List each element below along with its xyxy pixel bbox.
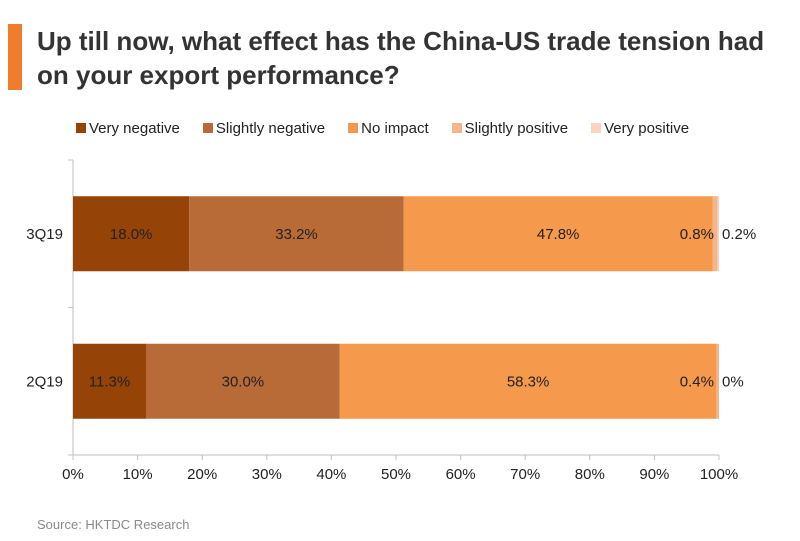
x-tick-label-8: 80% <box>575 466 605 483</box>
bar-2Q19-2 <box>339 343 717 419</box>
bar-3Q19-4 <box>717 196 719 272</box>
legend-label-3: Slightly positive <box>464 119 569 137</box>
legend-label-2: No impact <box>361 119 429 137</box>
x-tick-label-6: 60% <box>446 466 476 483</box>
legend-swatch-4 <box>591 123 602 133</box>
legend-item-2: No impact <box>348 120 429 137</box>
legend-item-1: Slightly negative <box>202 119 326 137</box>
x-tick-label-10: 100% <box>700 466 738 483</box>
x-tick-label-9: 90% <box>639 466 669 483</box>
bar-3Q19-3 <box>712 196 718 272</box>
data-label-3Q19-1: 33.2% <box>275 226 318 243</box>
legend-item-3: Slightly positive <box>451 119 569 137</box>
data-label-2Q19-0: 11.3% <box>89 373 130 390</box>
title-accent-bar <box>8 24 22 90</box>
legend-swatch-2 <box>348 123 359 133</box>
x-tick-label-7: 70% <box>510 466 540 483</box>
data-label-2Q19-4: 0% <box>722 373 744 390</box>
bar-3Q19-0 <box>73 196 190 272</box>
bar-3Q19-1 <box>189 196 404 272</box>
legend-label-1: Slightly negative <box>215 119 326 137</box>
legend-item-4: Very positive <box>591 120 689 137</box>
data-label-3Q19-3: 0.8% <box>680 226 714 243</box>
y-tick-label-0: 3Q19 <box>26 226 63 243</box>
data-label-2Q19-2: 58.3% <box>507 373 550 390</box>
data-label-2Q19-3: 0.4% <box>680 373 714 390</box>
x-tick-label-0: 0% <box>62 466 84 483</box>
legend-label-4: Very positive <box>604 119 690 137</box>
bar-2Q19-3 <box>716 343 719 419</box>
legend-swatch-1 <box>202 123 213 133</box>
x-tick-label-4: 40% <box>316 466 346 483</box>
data-label-3Q19-2: 47.8% <box>537 226 580 243</box>
bar-2Q19-0 <box>73 343 146 419</box>
data-label-3Q19-4: 0.2% <box>722 226 756 243</box>
data-label-3Q19-0: 18.0% <box>110 226 153 243</box>
bar-3Q19-2 <box>403 196 713 272</box>
y-tick-label-1: 2Q19 <box>26 373 63 390</box>
x-tick-label-5: 50% <box>381 466 411 483</box>
legend-swatch-3 <box>451 123 462 133</box>
legend-item-0: Very negative <box>76 120 180 137</box>
x-tick-label-3: 30% <box>252 466 282 483</box>
data-label-2Q19-1: 30.0% <box>222 373 265 390</box>
source-note: Source: HKTDC Research <box>37 517 190 532</box>
bar-2Q19-1 <box>145 343 340 419</box>
x-tick-label-1: 10% <box>123 466 153 483</box>
x-tick-label-2: 20% <box>187 466 217 483</box>
chart-legend: Very negative Slightly negative No impact S… <box>76 118 689 138</box>
chart-title: Up till now, what effect has the China-U… <box>37 26 765 90</box>
legend-label-0: Very negative <box>89 119 180 137</box>
legend-swatch-0 <box>76 123 86 133</box>
